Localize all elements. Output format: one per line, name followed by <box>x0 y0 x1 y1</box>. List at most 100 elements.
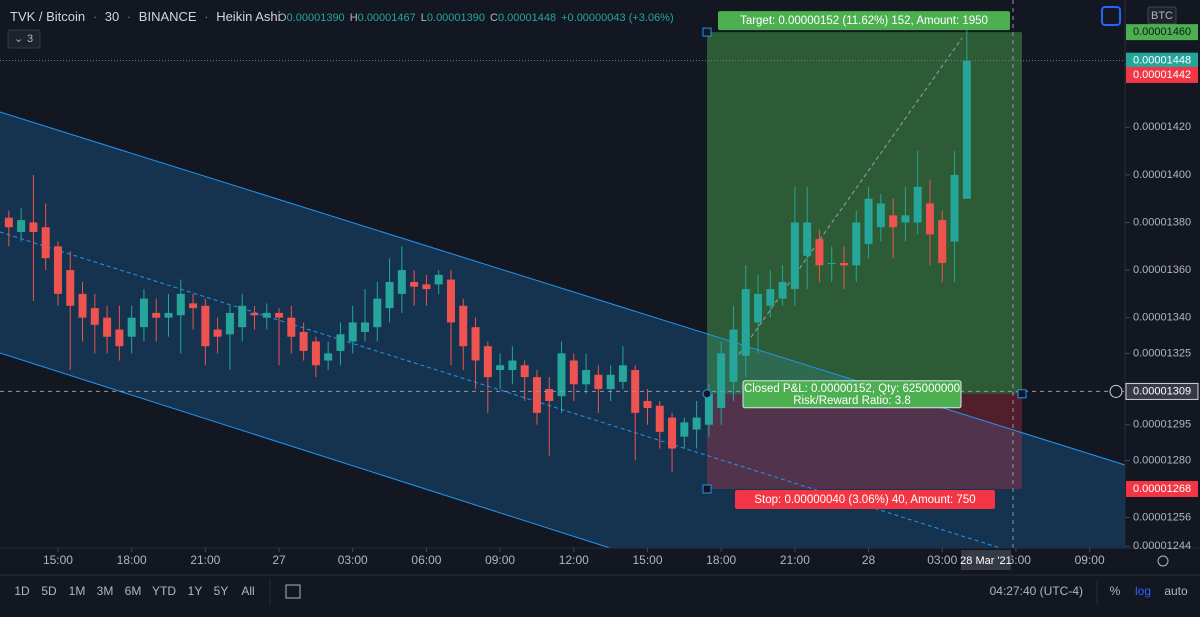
candle-body <box>238 305 247 328</box>
candle-body <box>152 312 161 318</box>
candle-body <box>299 331 308 351</box>
toolbar <box>0 575 1200 617</box>
stop-label-box <box>735 489 995 509</box>
candle-body <box>471 327 480 361</box>
candle-body <box>827 262 836 264</box>
candle-body <box>532 377 541 413</box>
candle-body <box>839 262 848 266</box>
x-tick-label: 28 <box>862 553 876 567</box>
legend-key: L <box>421 12 427 24</box>
x-tick-label: 21:00 <box>780 553 810 567</box>
crosshair-price-label: 0.00001309 <box>1133 385 1191 397</box>
candle-body <box>201 305 210 347</box>
candle-body <box>766 289 775 306</box>
add-alert-button[interactable] <box>1109 384 1123 398</box>
candles <box>4 15 971 473</box>
position-tool <box>707 32 1022 489</box>
separator: · <box>204 9 208 24</box>
candle-body <box>950 174 959 242</box>
target-label-box <box>718 11 1010 31</box>
candle-body <box>348 322 357 342</box>
range-button[interactable]: 6M <box>125 584 142 598</box>
candle-body <box>213 329 222 337</box>
position-handle[interactable] <box>702 27 712 37</box>
candle-body <box>508 360 517 371</box>
candle-body <box>225 312 234 335</box>
stop-price-tag <box>1126 480 1198 497</box>
range-buttons: 1D 5D 1M 3M 6M YTD 1Y 5Y All <box>14 584 254 598</box>
range-button[interactable]: 1M <box>69 584 86 598</box>
candle-body <box>189 303 198 309</box>
candle-body <box>864 198 873 244</box>
indicators-toggle[interactable] <box>7 29 41 49</box>
candle-body <box>569 360 578 385</box>
y-tick-label: 0.00001340 <box>1133 312 1191 324</box>
position-diagonal <box>734 37 963 361</box>
candle-body <box>139 298 148 328</box>
prev-price-label: 0.00001442 <box>1133 69 1191 81</box>
candle-body <box>385 281 394 309</box>
candle-body <box>938 220 947 263</box>
candle-body <box>29 222 38 233</box>
candle-body <box>164 312 173 318</box>
candle-body <box>496 365 505 371</box>
range-button[interactable]: 5D <box>41 584 57 598</box>
range-button[interactable]: YTD <box>152 584 176 598</box>
candle-body <box>176 293 185 316</box>
exchange: BINANCE <box>139 9 197 24</box>
axes: 0.00001420 0.00001400 0.00001380 0.00001360… <box>43 24 1199 570</box>
candle-body <box>115 329 124 347</box>
goto-date-icon[interactable] <box>285 584 301 599</box>
y-tick-label: 0.00001295 <box>1133 419 1191 431</box>
candle-body <box>655 405 664 432</box>
auto-toggle[interactable]: auto <box>1164 584 1188 598</box>
candle-body <box>103 317 112 337</box>
legend-value: 0.00001390 <box>287 12 345 24</box>
clock: 04:27:40 (UTC-4) <box>990 584 1083 598</box>
position-handle[interactable] <box>702 484 712 494</box>
range-button[interactable]: All <box>241 584 254 598</box>
percent-toggle[interactable]: % <box>1110 584 1121 598</box>
symbol: TVK / Bitcoin <box>10 9 85 24</box>
position-handle[interactable] <box>702 389 712 399</box>
candle-body <box>78 293 87 318</box>
candle-body <box>668 417 677 449</box>
stop-price-label: 0.00001268 <box>1133 483 1191 495</box>
candle-body <box>790 222 799 290</box>
candle-body <box>361 322 370 332</box>
log-toggle[interactable]: log <box>1135 584 1151 598</box>
x-tick-label: 15:00 <box>43 553 73 567</box>
y-tick-label: 0.00001256 <box>1133 511 1191 523</box>
y-tick-label: 0.00001420 <box>1133 121 1191 133</box>
prev-price-tag <box>1126 66 1198 83</box>
range-button[interactable]: 1Y <box>188 584 203 598</box>
candle-body <box>704 393 713 425</box>
candle-body <box>4 217 13 228</box>
candle-body <box>373 298 382 328</box>
candle-body <box>692 417 701 430</box>
candle-body <box>741 289 750 356</box>
candle-body <box>336 334 345 351</box>
candle-body <box>680 422 689 437</box>
candle-body <box>913 186 922 223</box>
currency-tag <box>1147 6 1177 25</box>
candle-body <box>754 293 763 323</box>
candle-body <box>324 353 333 361</box>
candle-body <box>275 312 284 318</box>
maximize-button[interactable] <box>1101 6 1121 26</box>
candle-body <box>618 365 627 382</box>
ohlc-legend: O0.00001390 H0.00001467 L0.00001390 C0.0000… <box>278 12 674 24</box>
price-axis <box>1125 0 1200 548</box>
candle-body <box>446 279 455 323</box>
x-tick-label: 03:00 <box>338 553 368 567</box>
channel-lower <box>0 352 611 549</box>
x-tick-label: 12:00 <box>559 553 589 567</box>
candle-body <box>410 281 419 287</box>
range-button[interactable]: 3M <box>97 584 114 598</box>
range-button[interactable]: 1D <box>14 584 30 598</box>
position-handle[interactable] <box>1017 389 1027 399</box>
legend-key: C <box>490 12 498 24</box>
settings-button[interactable] <box>1157 555 1169 567</box>
range-button[interactable]: 5Y <box>214 584 229 598</box>
